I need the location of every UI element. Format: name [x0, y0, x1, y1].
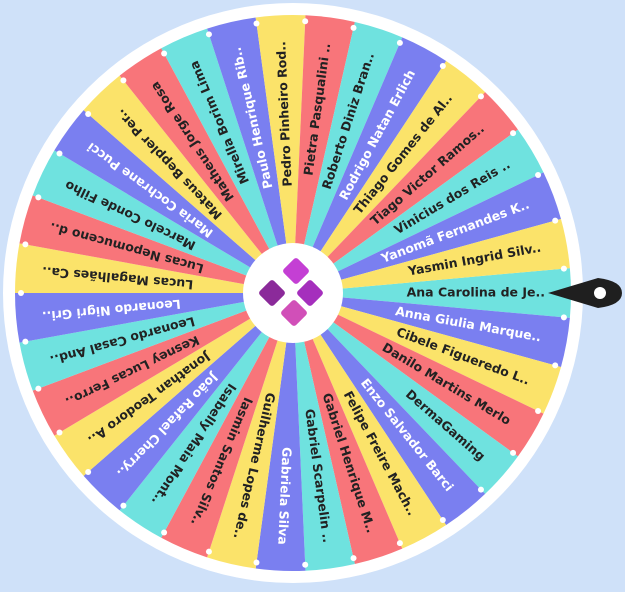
wheel-rim-dots: [18, 18, 567, 568]
wheel-segment: [54, 110, 294, 293]
rim-dot: [22, 338, 29, 345]
rim-dot: [560, 314, 567, 321]
wheel-segment: [293, 293, 561, 414]
rim-dot: [535, 408, 542, 415]
wheel-segment: [293, 129, 544, 293]
wheel-segment: [293, 219, 570, 293]
rim-dot: [350, 555, 357, 562]
wheel-segment: [293, 293, 355, 571]
segment-label: Ana Carolina de Je..: [407, 285, 545, 300]
wheel-segment: [207, 293, 293, 569]
wheel-segments: [15, 15, 572, 572]
wheel-segment: [293, 293, 570, 367]
wheel-segment: [83, 293, 293, 511]
wheel-segment: [19, 293, 293, 391]
wheel-segment: [119, 293, 294, 538]
wheel-segment: [83, 75, 293, 293]
logo-icon: [259, 258, 323, 326]
rim-dot: [205, 31, 212, 38]
rim-dot: [22, 241, 29, 248]
rim-dot: [510, 130, 517, 137]
rim-dot: [477, 486, 484, 493]
rim-dot: [560, 265, 567, 272]
wheel-segment: [293, 92, 518, 294]
rim-dot: [477, 93, 484, 100]
rim-dot: [552, 217, 559, 224]
wheel-segment: [207, 17, 293, 294]
wheel-segment: [15, 293, 293, 343]
wheel-segment: [19, 195, 293, 293]
rim-dot: [510, 449, 517, 456]
rim-dot: [35, 194, 42, 201]
rim-dot: [18, 290, 24, 296]
wheel-segment: [293, 293, 403, 565]
wheel-segment: [293, 60, 486, 294]
rim-dot: [253, 20, 260, 27]
rim-dot: [85, 468, 92, 475]
rim-dot: [35, 385, 42, 392]
rim-dot: [535, 171, 542, 178]
wheel-segment: [15, 243, 293, 293]
rim-dot: [56, 150, 63, 157]
segment-label: Pedro Pinheiro Rod..: [273, 41, 295, 187]
rim-dot: [205, 548, 212, 555]
wheel-segment: [293, 268, 572, 318]
rim-dot: [120, 77, 127, 84]
wheel-segment: [54, 293, 294, 476]
wheel-segment: [32, 150, 293, 293]
rim-dot: [161, 529, 168, 536]
wheel-segment: [293, 293, 447, 549]
rim-dot: [302, 18, 309, 25]
rim-dot: [552, 362, 559, 369]
rim-dot: [396, 39, 403, 46]
rim-dot: [439, 62, 446, 69]
wheel-segment: [293, 293, 486, 526]
wheel-segment: [293, 37, 447, 294]
wheel-segment: [293, 293, 518, 494]
wheel-segment: [255, 15, 306, 294]
wheel-segment: [293, 21, 403, 294]
wheel-segment: [293, 293, 544, 457]
rim-dot: [120, 502, 127, 509]
wheel-segment: [293, 15, 355, 293]
rim-dot: [439, 517, 446, 524]
segment-label: Gabriela Silva: [275, 447, 294, 545]
rim-dot: [350, 24, 357, 31]
wheel-segment: [119, 48, 294, 293]
pointer-icon: [548, 278, 622, 308]
rim-dot: [161, 50, 168, 57]
rim-dot: [56, 429, 63, 436]
wheel-segment: [161, 293, 293, 558]
rim-dot: [85, 111, 92, 118]
wheel-segment: [255, 293, 306, 572]
rim-dot: [302, 561, 309, 568]
wheel-segment: [293, 172, 561, 293]
rim-dot: [253, 559, 260, 566]
wheel-segment: [161, 28, 293, 293]
wheel-segment: [32, 293, 293, 436]
rim-dot: [396, 540, 403, 547]
